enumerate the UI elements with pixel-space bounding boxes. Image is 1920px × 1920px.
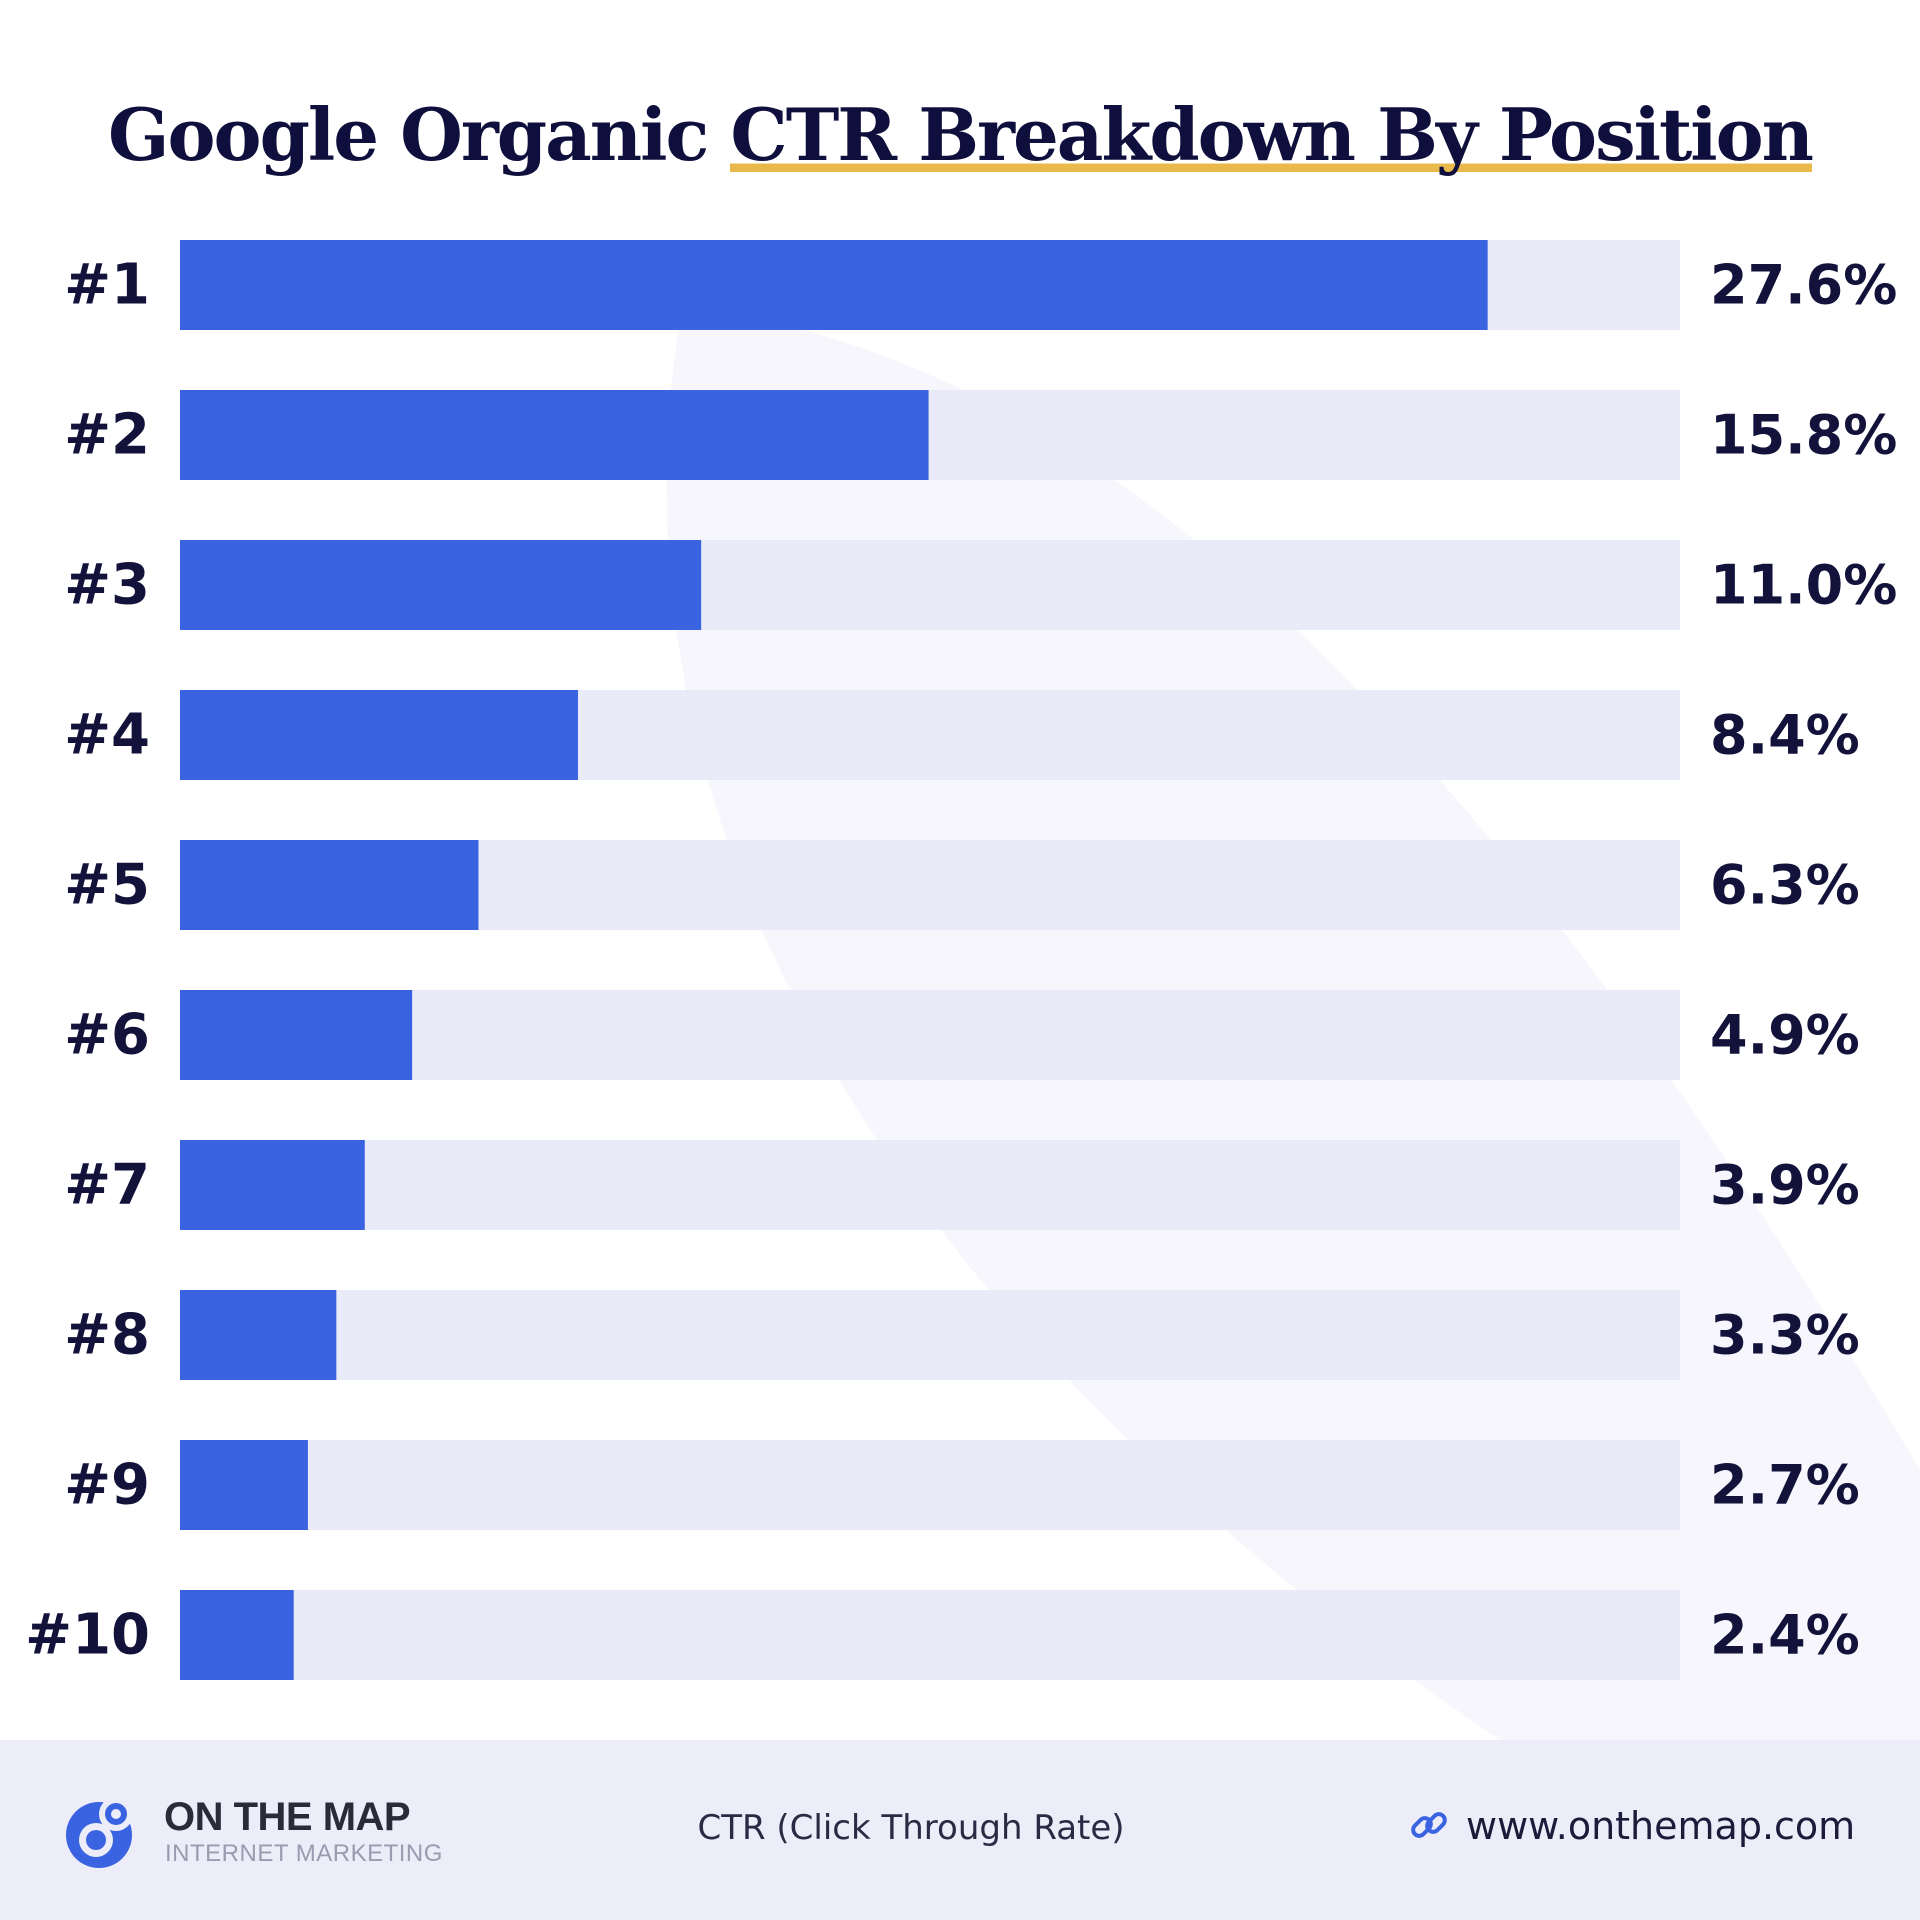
bar-track: [180, 1290, 1680, 1380]
value-label: 11.0%: [1710, 554, 1897, 617]
value-label: 2.7%: [1710, 1454, 1860, 1517]
bar: [180, 1440, 308, 1530]
bar: [180, 390, 929, 480]
category-label: #4: [64, 703, 150, 768]
link-icon: [1411, 1812, 1447, 1838]
bar: [180, 690, 578, 780]
bar-track: [180, 1440, 1680, 1530]
value-label: 27.6%: [1710, 254, 1897, 317]
footer: ON THE MAP INTERNET MARKETING CTR (Click…: [0, 1740, 1920, 1920]
category-label: #8: [64, 1303, 150, 1368]
value-label: 15.8%: [1710, 404, 1897, 467]
bar-track: [180, 1590, 1680, 1680]
bar: [180, 840, 479, 930]
bar: [180, 540, 702, 630]
chart-title: Google Organic CTR Breakdown By Position: [0, 92, 1920, 177]
brand-name: ON THE MAP: [164, 1795, 411, 1839]
bar: [180, 240, 1488, 330]
value-label: 3.9%: [1710, 1154, 1860, 1217]
category-label: #2: [64, 403, 150, 468]
brand-subtitle: INTERNET MARKETING: [165, 1840, 443, 1867]
value-label: 8.4%: [1710, 704, 1860, 767]
category-label: #7: [64, 1153, 150, 1218]
title-prefix: Google Organic: [108, 92, 731, 177]
category-label: #1: [64, 253, 150, 318]
x-axis-caption: CTR (Click Through Rate): [697, 1808, 1125, 1848]
category-label: #6: [64, 1003, 150, 1068]
brand-logo-icon: [66, 1797, 133, 1868]
value-label: 4.9%: [1710, 1004, 1860, 1067]
bar-chart: #1 27.6% #2 15.8% #3 11.0% #4 8.4% #5 6.3% #6 4.9% #…: [25, 240, 1897, 1680]
website-link[interactable]: www.onthemap.com: [1466, 1804, 1856, 1848]
value-label: 2.4%: [1710, 1604, 1860, 1667]
value-label: 3.3%: [1710, 1304, 1860, 1367]
bar: [180, 1140, 365, 1230]
category-label: #9: [64, 1453, 150, 1518]
bar-track: [180, 990, 1680, 1080]
bar: [180, 1590, 294, 1680]
category-label: #5: [64, 853, 150, 918]
bar: [180, 1290, 337, 1380]
bar: [180, 990, 413, 1080]
category-label: #10: [25, 1603, 150, 1668]
bar-track: [180, 1140, 1680, 1230]
value-label: 6.3%: [1710, 854, 1860, 917]
category-label: #3: [64, 553, 150, 618]
title-highlight: CTR Breakdown By Position: [730, 92, 1814, 177]
